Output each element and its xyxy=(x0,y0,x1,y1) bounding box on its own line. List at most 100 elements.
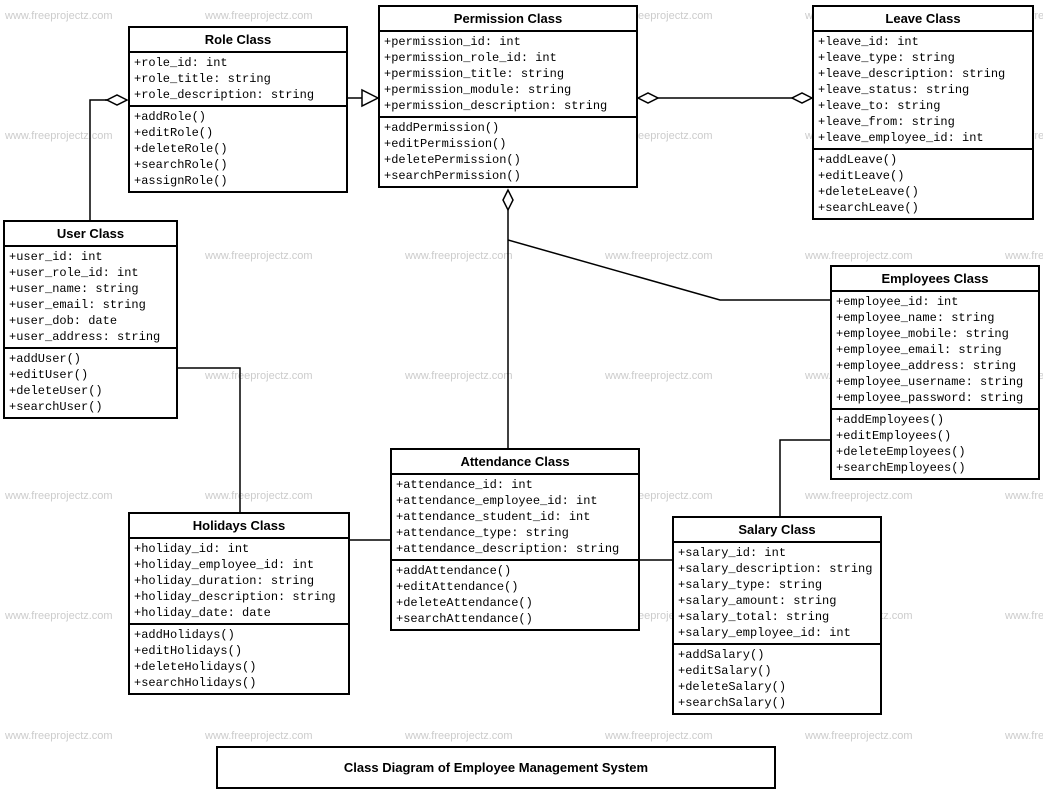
class-methods: +addHolidays()+editHolidays()+deleteHoli… xyxy=(130,625,348,693)
class-method: +searchAttendance() xyxy=(396,611,634,627)
class-salary: Salary Class+salary_id: int+salary_descr… xyxy=(672,516,882,715)
class-user: User Class+user_id: int+user_role_id: in… xyxy=(3,220,178,419)
class-attribute: +leave_employee_id: int xyxy=(818,130,1028,146)
watermark-text: www.freeprojectz.com xyxy=(5,490,113,502)
class-attributes: +holiday_id: int+holiday_employee_id: in… xyxy=(130,539,348,625)
watermark-text: www.freeprojectz.com xyxy=(1005,490,1043,502)
class-attribute: +attendance_id: int xyxy=(396,477,634,493)
class-attribute: +attendance_description: string xyxy=(396,541,634,557)
watermark-text: www.freeprojectz.com xyxy=(1005,610,1043,622)
class-method: +searchHolidays() xyxy=(134,675,344,691)
class-employees: Employees Class+employee_id: int+employe… xyxy=(830,265,1040,480)
class-attribute: +holiday_description: string xyxy=(134,589,344,605)
class-title: Salary Class xyxy=(674,518,880,543)
watermark-text: www.freeprojectz.com xyxy=(205,250,313,262)
class-method: +deleteAttendance() xyxy=(396,595,634,611)
class-method: +deleteEmployees() xyxy=(836,444,1034,460)
class-attributes: +leave_id: int+leave_type: string+leave_… xyxy=(814,32,1032,150)
class-attribute: +role_description: string xyxy=(134,87,342,103)
class-method: +assignRole() xyxy=(134,173,342,189)
class-attribute: +leave_type: string xyxy=(818,50,1028,66)
class-method: +editRole() xyxy=(134,125,342,141)
class-method: +editSalary() xyxy=(678,663,876,679)
class-title: Attendance Class xyxy=(392,450,638,475)
class-attribute: +attendance_student_id: int xyxy=(396,509,634,525)
class-attribute: +permission_id: int xyxy=(384,34,632,50)
class-method: +addSalary() xyxy=(678,647,876,663)
class-attribute: +salary_id: int xyxy=(678,545,876,561)
class-attribute: +employee_email: string xyxy=(836,342,1034,358)
class-attribute: +role_title: string xyxy=(134,71,342,87)
class-attribute: +user_id: int xyxy=(9,249,172,265)
class-title: User Class xyxy=(5,222,176,247)
class-methods: +addAttendance()+editAttendance()+delete… xyxy=(392,561,638,629)
class-permission: Permission Class+permission_id: int+perm… xyxy=(378,5,638,188)
class-attribute: +leave_from: string xyxy=(818,114,1028,130)
class-attribute: +employee_mobile: string xyxy=(836,326,1034,342)
class-attributes: +user_id: int+user_role_id: int+user_nam… xyxy=(5,247,176,349)
watermark-text: www.freeprojectz.com xyxy=(205,730,313,742)
class-methods: +addPermission()+editPermission()+delete… xyxy=(380,118,636,186)
watermark-text: www.freeprojectz.com xyxy=(5,730,113,742)
class-title: Leave Class xyxy=(814,7,1032,32)
class-attribute: +salary_type: string xyxy=(678,577,876,593)
class-method: +deleteRole() xyxy=(134,141,342,157)
watermark-text: www.freeprojectz.com xyxy=(1005,250,1043,262)
class-holidays: Holidays Class+holiday_id: int+holiday_e… xyxy=(128,512,350,695)
class-methods: +addEmployees()+editEmployees()+deleteEm… xyxy=(832,410,1038,478)
class-method: +deleteSalary() xyxy=(678,679,876,695)
class-method: +editAttendance() xyxy=(396,579,634,595)
class-method: +searchUser() xyxy=(9,399,172,415)
class-attendance: Attendance Class+attendance_id: int+atte… xyxy=(390,448,640,631)
class-method: +addEmployees() xyxy=(836,412,1034,428)
class-attribute: +holiday_id: int xyxy=(134,541,344,557)
diagram-title: Class Diagram of Employee Management Sys… xyxy=(216,746,776,789)
class-attribute: +salary_amount: string xyxy=(678,593,876,609)
class-attributes: +permission_id: int+permission_role_id: … xyxy=(380,32,636,118)
class-attribute: +salary_description: string xyxy=(678,561,876,577)
class-attribute: +holiday_date: date xyxy=(134,605,344,621)
watermark-text: www.freeprojectz.com xyxy=(805,250,913,262)
class-attribute: +permission_role_id: int xyxy=(384,50,632,66)
class-method: +deletePermission() xyxy=(384,152,632,168)
class-attribute: +holiday_duration: string xyxy=(134,573,344,589)
class-method: +editUser() xyxy=(9,367,172,383)
class-methods: +addRole()+editRole()+deleteRole()+searc… xyxy=(130,107,346,191)
class-attribute: +attendance_employee_id: int xyxy=(396,493,634,509)
class-attributes: +role_id: int+role_title: string+role_de… xyxy=(130,53,346,107)
class-methods: +addSalary()+editSalary()+deleteSalary()… xyxy=(674,645,880,713)
class-attributes: +employee_id: int+employee_name: string+… xyxy=(832,292,1038,410)
class-attribute: +employee_id: int xyxy=(836,294,1034,310)
class-method: +addHolidays() xyxy=(134,627,344,643)
watermark-text: www.freeprojectz.com xyxy=(5,610,113,622)
class-title: Employees Class xyxy=(832,267,1038,292)
class-attributes: +attendance_id: int+attendance_employee_… xyxy=(392,475,638,561)
class-attribute: +user_role_id: int xyxy=(9,265,172,281)
class-method: +searchLeave() xyxy=(818,200,1028,216)
class-title: Holidays Class xyxy=(130,514,348,539)
class-attribute: +permission_description: string xyxy=(384,98,632,114)
class-attribute: +user_name: string xyxy=(9,281,172,297)
class-method: +searchEmployees() xyxy=(836,460,1034,476)
class-method: +searchPermission() xyxy=(384,168,632,184)
class-method: +editHolidays() xyxy=(134,643,344,659)
class-method: +deleteHolidays() xyxy=(134,659,344,675)
class-attribute: +salary_total: string xyxy=(678,609,876,625)
class-methods: +addUser()+editUser()+deleteUser()+searc… xyxy=(5,349,176,417)
class-method: +addRole() xyxy=(134,109,342,125)
class-attributes: +salary_id: int+salary_description: stri… xyxy=(674,543,880,645)
class-attribute: +leave_to: string xyxy=(818,98,1028,114)
class-attribute: +salary_employee_id: int xyxy=(678,625,876,641)
watermark-text: www.freeprojectz.com xyxy=(605,730,713,742)
class-attribute: +user_email: string xyxy=(9,297,172,313)
class-attribute: +employee_username: string xyxy=(836,374,1034,390)
class-attribute: +user_dob: date xyxy=(9,313,172,329)
class-method: +searchRole() xyxy=(134,157,342,173)
watermark-text: www.freeprojectz.com xyxy=(205,490,313,502)
watermark-text: www.freeprojectz.com xyxy=(605,250,713,262)
class-attribute: +attendance_type: string xyxy=(396,525,634,541)
class-attribute: +employee_name: string xyxy=(836,310,1034,326)
watermark-text: www.freeprojectz.com xyxy=(205,370,313,382)
class-attribute: +employee_password: string xyxy=(836,390,1034,406)
watermark-text: www.freeprojectz.com xyxy=(405,370,513,382)
